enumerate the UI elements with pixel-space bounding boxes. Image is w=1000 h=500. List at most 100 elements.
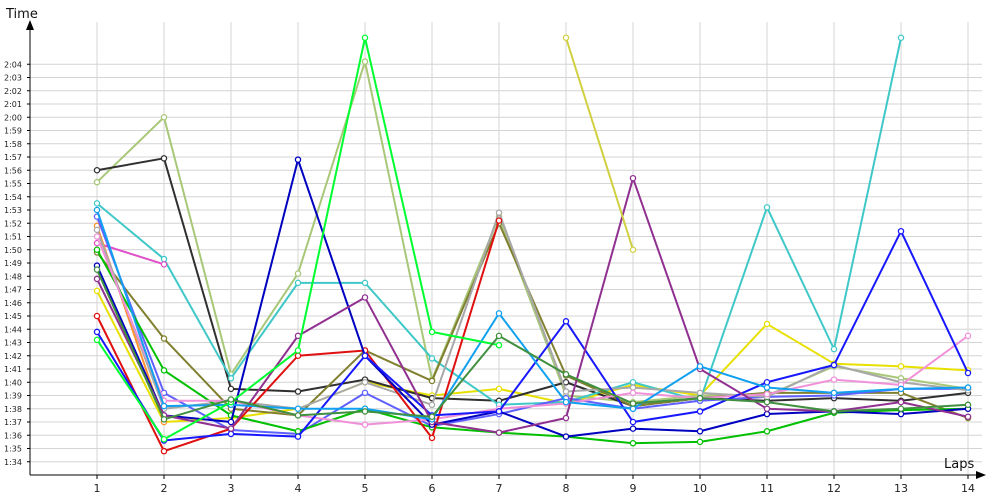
- y-tick-label: 2:00: [4, 113, 22, 122]
- data-point: [696, 363, 704, 370]
- y-tick-label: 1:40: [4, 378, 22, 387]
- y-tick-label: 2:04: [4, 60, 22, 69]
- data-point: [830, 408, 838, 415]
- data-point: [830, 361, 838, 369]
- y-tick-label: 2:02: [4, 87, 22, 96]
- data-point: [227, 385, 235, 393]
- y-tick-label: 1:52: [4, 219, 22, 228]
- data-point: [428, 413, 436, 420]
- y-tick-label: 1:41: [4, 365, 22, 374]
- data-point: [160, 435, 168, 443]
- data-point: [964, 369, 972, 377]
- y-tick-label: 1:37: [4, 418, 22, 427]
- data-point: [830, 376, 838, 383]
- data-point: [763, 428, 771, 435]
- data-point: [830, 345, 838, 353]
- data-point: [227, 430, 235, 438]
- data-point: [294, 156, 302, 163]
- data-point: [629, 384, 637, 391]
- data-point: [495, 209, 503, 216]
- data-point: [93, 178, 101, 186]
- data-point: [495, 310, 503, 317]
- data-point: [629, 418, 637, 426]
- y-tick-label: 1:54: [4, 193, 22, 202]
- data-point: [495, 385, 503, 393]
- y-tick-label: 1:59: [4, 127, 22, 136]
- data-point: [562, 398, 570, 406]
- series-10: [93, 246, 972, 447]
- data-point: [361, 352, 369, 359]
- data-point: [495, 429, 503, 436]
- series-16: [93, 206, 972, 423]
- data-point: [294, 388, 302, 395]
- y-tick-label: 1:35: [4, 445, 22, 454]
- y-tick-label: 1:43: [4, 339, 22, 348]
- data-point: [294, 279, 302, 287]
- data-point: [160, 402, 168, 410]
- data-point: [428, 328, 436, 336]
- data-point: [361, 421, 369, 428]
- data-point: [361, 408, 369, 415]
- y-tick-label: 1:42: [4, 352, 22, 361]
- series-line: [96, 269, 969, 421]
- data-point: [93, 312, 101, 320]
- data-point: [361, 34, 369, 42]
- data-point: [763, 405, 771, 412]
- x-tick-label: 4: [295, 482, 302, 495]
- y-tick-label: 1:55: [4, 180, 22, 189]
- y-tick-label: 1:57: [4, 153, 22, 162]
- data-point: [495, 341, 503, 349]
- grid: [30, 22, 982, 475]
- series-line: [96, 60, 969, 404]
- data-point: [629, 405, 637, 412]
- series-17: [93, 34, 503, 443]
- series-line: [96, 209, 969, 421]
- data-point: [629, 174, 637, 182]
- data-point: [93, 336, 101, 344]
- y-tick-label: 1:51: [4, 233, 22, 242]
- data-point: [696, 394, 704, 402]
- x-tick-label: 10: [693, 482, 707, 495]
- data-point: [562, 371, 570, 378]
- data-point: [361, 294, 369, 301]
- data-point: [562, 318, 570, 325]
- data-point: [830, 389, 838, 397]
- data-point: [361, 58, 369, 65]
- data-point: [93, 328, 101, 336]
- series-9: [93, 209, 972, 412]
- data-point: [160, 255, 168, 263]
- data-point: [763, 410, 771, 418]
- series-line: [565, 37, 634, 251]
- data-point: [160, 447, 168, 455]
- data-point: [897, 410, 905, 418]
- data-point: [294, 433, 302, 440]
- x-tick-label: 7: [496, 482, 503, 495]
- data-point: [562, 414, 570, 422]
- y-tick-label: 1:48: [4, 272, 22, 281]
- y-tick-label: 1:56: [4, 166, 22, 175]
- series-line: [96, 157, 969, 408]
- y-tick-label: 1:44: [4, 325, 22, 334]
- x-tick-label: 11: [760, 482, 774, 495]
- data-point: [696, 408, 704, 415]
- data-point: [227, 375, 235, 382]
- data-point: [428, 401, 436, 409]
- y-tick-label: 1:50: [4, 246, 22, 255]
- series-lines: [93, 34, 972, 455]
- data-point: [897, 34, 905, 42]
- data-point: [763, 320, 771, 328]
- data-point: [294, 412, 302, 419]
- data-point: [294, 347, 302, 354]
- data-point: [294, 270, 302, 277]
- data-point: [897, 227, 905, 235]
- series-line: [96, 222, 969, 419]
- data-point: [629, 400, 637, 407]
- data-point: [160, 261, 168, 268]
- y-tick-label: 1:49: [4, 259, 22, 268]
- data-point: [897, 398, 905, 406]
- y-tick-label: 2:03: [4, 74, 22, 83]
- data-point: [428, 377, 436, 385]
- x-tick-label: 9: [630, 482, 637, 495]
- data-point: [964, 413, 972, 420]
- y-tick-label: 1:46: [4, 299, 22, 308]
